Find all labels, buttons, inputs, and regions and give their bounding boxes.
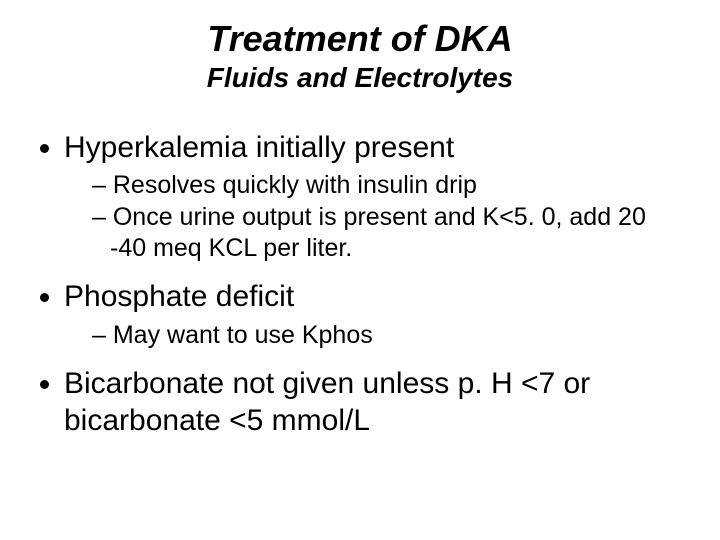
- slide-title: Treatment of DKA: [36, 18, 684, 59]
- list-item-text: Bicarbonate not given unless p. H <7 or …: [64, 367, 590, 438]
- bullet-list: Hyperkalemia initially present Resolves …: [36, 129, 684, 440]
- list-subitem-text: Resolves quickly with insulin drip: [113, 171, 477, 199]
- list-item-text: Hyperkalemia initially present: [64, 131, 454, 164]
- sub-list: Resolves quickly with insulin drip Once …: [64, 170, 684, 264]
- sub-list: May want to use Kphos: [64, 320, 684, 351]
- list-subitem: Once urine output is present and K<5. 0,…: [92, 202, 684, 265]
- list-subitem: Resolves quickly with insulin drip: [92, 170, 684, 201]
- list-item: Bicarbonate not given unless p. H <7 or …: [64, 365, 684, 440]
- slide-subtitle: Fluids and Electrolytes: [36, 61, 684, 95]
- list-item: Hyperkalemia initially present Resolves …: [64, 129, 684, 264]
- list-item-text: Phosphate deficit: [64, 280, 294, 313]
- list-item: Phosphate deficit May want to use Kphos: [64, 278, 684, 351]
- slide: Treatment of DKA Fluids and Electrolytes…: [0, 0, 720, 540]
- list-subitem-text: May want to use Kphos: [113, 321, 373, 349]
- list-subitem: May want to use Kphos: [92, 320, 684, 351]
- list-subitem-text: Once urine output is present and K<5. 0,…: [110, 203, 646, 262]
